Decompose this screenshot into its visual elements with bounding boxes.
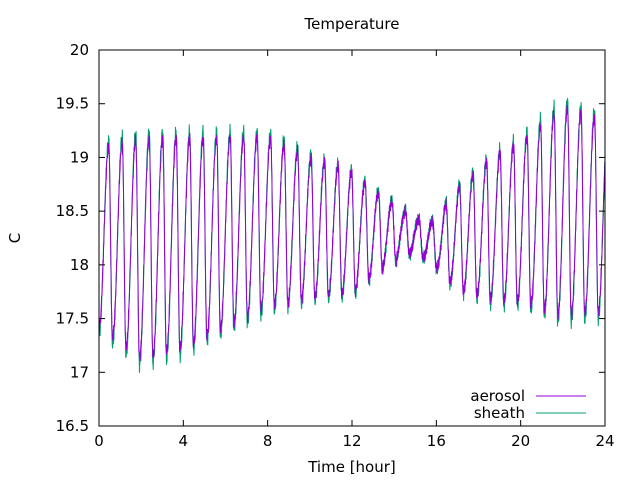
x-axis-label: Time [hour]	[307, 458, 396, 476]
x-tick-label: 0	[94, 432, 104, 450]
x-tick-label: 12	[342, 432, 361, 450]
y-axis-label: C	[6, 233, 24, 243]
y-axis: 16.5 17 17.5 18 18.5 19 19.5 20	[56, 41, 605, 435]
x-axis: 0 4 8 12 16 20 24	[94, 50, 615, 450]
series-line-aerosol	[98, 104, 606, 361]
y-tick-label: 19.5	[56, 95, 89, 113]
legend-label-aerosol: aerosol	[470, 387, 525, 405]
x-tick-label: 24	[595, 432, 614, 450]
y-tick-label: 16.5	[56, 417, 89, 435]
chart-title: Temperature	[303, 15, 399, 33]
x-tick-label: 8	[263, 432, 273, 450]
legend-label-sheath: sheath	[474, 404, 525, 422]
x-tick-label: 16	[427, 432, 446, 450]
y-tick-label: 17.5	[56, 310, 89, 328]
y-tick-label: 18	[70, 256, 89, 274]
y-tick-label: 18.5	[56, 202, 89, 220]
y-tick-label: 17	[70, 363, 89, 381]
x-tick-label: 20	[511, 432, 530, 450]
y-tick-label: 20	[70, 41, 89, 59]
plot-series	[98, 97, 606, 373]
y-tick-label: 19	[70, 148, 89, 166]
x-tick-label: 4	[179, 432, 189, 450]
